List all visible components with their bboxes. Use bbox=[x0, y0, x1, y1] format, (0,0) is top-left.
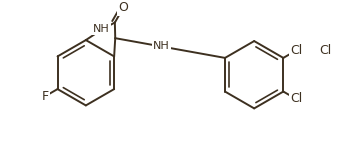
Text: NH: NH bbox=[153, 41, 170, 52]
Text: Cl: Cl bbox=[319, 44, 331, 57]
Text: NH: NH bbox=[93, 24, 109, 34]
Text: Cl: Cl bbox=[290, 92, 302, 106]
Text: Cl: Cl bbox=[290, 44, 302, 57]
Text: F: F bbox=[42, 90, 49, 103]
Text: O: O bbox=[118, 1, 128, 15]
